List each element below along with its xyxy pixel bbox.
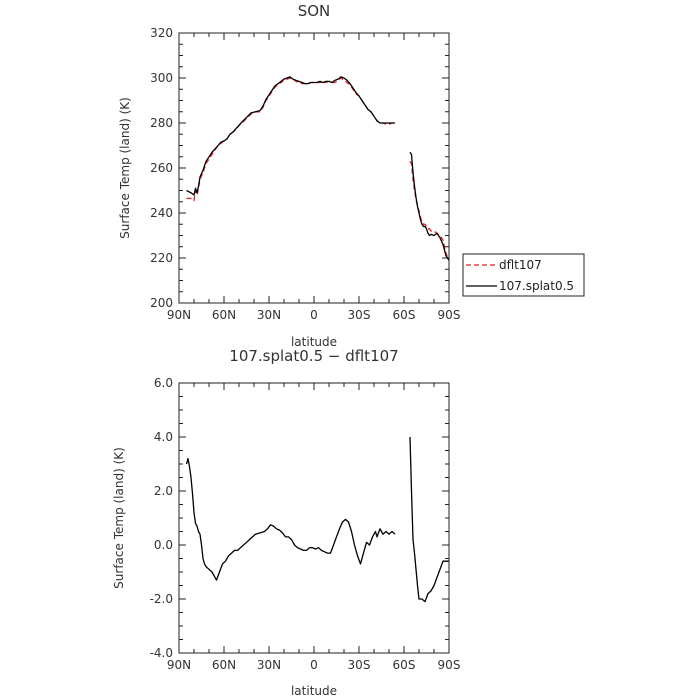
legend-box — [462, 253, 585, 297]
chart-title: SON — [298, 2, 331, 20]
y-tick-label: 220 — [150, 251, 173, 265]
x-tick-label: 0 — [310, 658, 318, 672]
axis-ticks: 200 220 240 260 280 300 320 90N 60N 30N 0 30S 60S 90S — [150, 26, 460, 322]
x-tick-label: 60S — [393, 658, 416, 672]
plot-frame — [178, 32, 450, 304]
chart-title: 107.splat0.5 − dflt107 — [229, 347, 398, 365]
series-line-dflt107 — [186, 77, 395, 202]
panel-difference: 107.splat0.5 − dflt107 latitude Surface … — [112, 347, 460, 698]
y-tick-label: 0.0 — [154, 538, 173, 552]
series-group — [185, 436, 449, 603]
y-tick-label: 280 — [150, 116, 173, 130]
x-tick-label: 90N — [167, 308, 191, 322]
x-axis-label: latitude — [291, 335, 337, 349]
x-tick-label: 60N — [212, 658, 236, 672]
x-tick-label: 30S — [348, 658, 371, 672]
y-tick-label: 260 — [150, 161, 173, 175]
y-tick-label: 2.0 — [154, 484, 173, 498]
y-tick-label: 240 — [150, 206, 173, 220]
y-tick-label: 6.0 — [154, 376, 173, 390]
y-axis-label: Surface Temp (land) (K) — [118, 97, 132, 239]
x-tick-label: 0 — [310, 308, 318, 322]
series-line-107-splat0-5 — [409, 151, 450, 261]
x-tick-label: 60S — [393, 308, 416, 322]
x-tick-label: 30N — [257, 658, 281, 672]
y-tick-label: 320 — [150, 26, 173, 40]
y-tick-label: 300 — [150, 71, 173, 85]
x-tick-label: 30N — [257, 308, 281, 322]
y-tick-label: 4.0 — [154, 430, 173, 444]
x-tick-label: 30S — [348, 308, 371, 322]
x-tick-label: 90N — [167, 658, 191, 672]
plot-frame — [178, 382, 450, 654]
x-tick-label: 90S — [438, 658, 461, 672]
y-tick-label: 200 — [150, 296, 173, 310]
legend: dflt107 107.splat0.5 — [462, 253, 585, 297]
legend-label-dflt107: dflt107 — [499, 258, 542, 272]
series-line-107-splat0-5 — [186, 76, 395, 196]
x-axis-label: latitude — [291, 684, 337, 698]
series-group — [186, 76, 450, 261]
legend-label-splat: 107.splat0.5 — [499, 279, 574, 293]
y-tick-label: -4.0 — [150, 646, 173, 660]
series-line-difference — [185, 457, 396, 581]
y-axis-label: Surface Temp (land) (K) — [112, 447, 126, 589]
panel-son: SON latitude Surface Temp (land) (K) 200… — [118, 2, 460, 349]
series-line-difference — [409, 436, 449, 603]
x-tick-label: 90S — [438, 308, 461, 322]
y-tick-label: -2.0 — [150, 592, 173, 606]
x-tick-label: 60N — [212, 308, 236, 322]
